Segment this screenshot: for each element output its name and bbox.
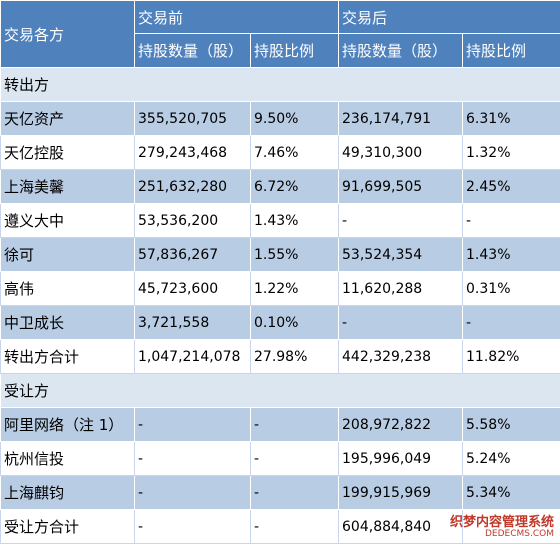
cell-before-ratio: 1.43% bbox=[249, 203, 340, 238]
cell-after-ratio: 5.34% bbox=[462, 475, 560, 510]
section-row: 受让方 bbox=[0, 373, 560, 408]
cell-before-shares: 45,723,600 bbox=[134, 271, 251, 306]
section-title: 受让方 bbox=[0, 373, 560, 408]
cell-after-ratio: 11.82% bbox=[462, 339, 560, 374]
table-row: 天亿控股 279,243,468 7.46% 49,310,300 1.32% bbox=[0, 135, 560, 170]
table-row: 天亿资产 355,520,705 9.50% 236,174,791 6.31% bbox=[0, 101, 560, 136]
cell-name: 转出方合计 bbox=[0, 339, 135, 374]
cell-before-shares: 279,243,468 bbox=[134, 135, 251, 170]
cell-after-shares: 195,996,049 bbox=[338, 441, 464, 476]
cell-before-ratio: - bbox=[249, 407, 340, 442]
table-row: 受让方合计 - -604,884,840 bbox=[0, 509, 560, 544]
cell-before-ratio: 1.22% bbox=[249, 271, 340, 306]
watermark-logo: 织梦内容管理系统 DEDECMS.COM bbox=[449, 514, 554, 540]
table-row: 杭州信投 - -195,996,049 5.24% bbox=[0, 441, 560, 476]
cell-after-shares: 91,699,505 bbox=[338, 169, 464, 204]
after-trade-header: 交易后 bbox=[338, 0, 560, 34]
table-row: 转出方合计 1,047,214,078 27.98% 442,329,238 11.82… bbox=[0, 339, 560, 374]
cell-after-shares: 208,972,822 bbox=[338, 407, 464, 442]
cell-after-ratio: 1.43% bbox=[462, 237, 560, 272]
cell-after-ratio: 2.45% bbox=[462, 169, 560, 204]
cell-before-ratio: 9.50% bbox=[249, 101, 340, 136]
table-row: 阿里网络（注 1） - -208,972,822 5.58% bbox=[0, 407, 560, 442]
cell-after-shares: - bbox=[338, 305, 464, 340]
after-shares-header: 持股数量（股） bbox=[338, 33, 464, 68]
cell-before-shares: 53,536,200 bbox=[134, 203, 251, 238]
cell-after-ratio: - bbox=[462, 203, 560, 238]
cell-before-ratio: 1.55% bbox=[249, 237, 340, 272]
table-row: 中卫成长 3,721,558 0.10% - - bbox=[0, 305, 560, 340]
cell-after-ratio: 5.24% bbox=[462, 441, 560, 476]
cell-after-shares: 11,620,288 bbox=[338, 271, 464, 306]
cell-after-ratio: 1.32% bbox=[462, 135, 560, 170]
cell-name: 受让方合计 bbox=[0, 509, 135, 544]
cell-before-ratio: 27.98% bbox=[249, 339, 340, 374]
cell-name: 阿里网络（注 1） bbox=[0, 407, 135, 442]
cell-before-ratio: - bbox=[249, 509, 340, 544]
after-ratio-header: 持股比例 bbox=[462, 33, 560, 68]
cell-name: 上海美馨 bbox=[0, 169, 135, 204]
cell-name: 天亿控股 bbox=[0, 135, 135, 170]
cell-before-ratio: - bbox=[249, 441, 340, 476]
cell-after-shares: 236,174,791 bbox=[338, 101, 464, 136]
cell-after-shares: 442,329,238 bbox=[338, 339, 464, 374]
cell-before-shares: - bbox=[134, 441, 251, 476]
cell-before-shares: 355,520,705 bbox=[134, 101, 251, 136]
table-row: 上海麒钧 - -199,915,969 5.34% bbox=[0, 475, 560, 510]
table-row: 上海美馨 251,632,280 6.72% 91,699,505 2.45% bbox=[0, 169, 560, 204]
cell-after-ratio: 0.31% bbox=[462, 271, 560, 306]
cell-name: 高伟 bbox=[0, 271, 135, 306]
cell-name: 天亿资产 bbox=[0, 101, 135, 136]
cell-before-ratio: - bbox=[249, 475, 340, 510]
section-row: 转出方 bbox=[0, 67, 560, 102]
cell-before-ratio: 0.10% bbox=[249, 305, 340, 340]
before-ratio-header: 持股比例 bbox=[249, 33, 340, 68]
cell-after-ratio: 5.58% bbox=[462, 407, 560, 442]
before-trade-header: 交易前 bbox=[133, 0, 340, 34]
cell-before-shares: 1,047,214,078 bbox=[134, 339, 251, 374]
cell-after-ratio: - bbox=[462, 305, 560, 340]
cell-name: 徐可 bbox=[0, 237, 135, 272]
watermark-en: DEDECMS.COM bbox=[485, 529, 554, 540]
cell-after-shares: 199,915,969 bbox=[338, 475, 464, 510]
cell-after-shares: 604,884,840 bbox=[338, 509, 464, 544]
cell-before-shares: 251,632,280 bbox=[134, 169, 251, 204]
watermark-cn: 织梦内容管理系统 bbox=[449, 514, 554, 530]
cell-name: 上海麒钧 bbox=[0, 475, 135, 510]
cell-after-ratio: 6.31% bbox=[462, 101, 560, 136]
cell-before-shares: - bbox=[134, 509, 251, 544]
cell-after-shares: 53,524,354 bbox=[338, 237, 464, 272]
cell-name: 杭州信投 bbox=[0, 441, 135, 476]
cell-after-shares: - bbox=[338, 203, 464, 238]
party-column-header: 交易各方 bbox=[0, 0, 135, 68]
cell-after-ratio bbox=[462, 509, 560, 544]
cell-before-shares: 3,721,558 bbox=[134, 305, 251, 340]
table-row: 徐可 57,836,267 1.55% 53,524,354 1.43% bbox=[0, 237, 560, 272]
cell-before-ratio: 6.72% bbox=[249, 169, 340, 204]
cell-name: 中卫成长 bbox=[0, 305, 135, 340]
cell-after-shares: 49,310,300 bbox=[338, 135, 464, 170]
section-title: 转出方 bbox=[0, 67, 560, 102]
table-row: 高伟 45,723,600 1.22% 11,620,288 0.31% bbox=[0, 271, 560, 306]
before-shares-header: 持股数量（股） bbox=[134, 33, 251, 68]
cell-before-shares: 57,836,267 bbox=[134, 237, 251, 272]
table-row: 遵义大中 53,536,200 1.43% - - bbox=[0, 203, 560, 238]
cell-before-ratio: 7.46% bbox=[249, 135, 340, 170]
cell-before-shares: - bbox=[134, 475, 251, 510]
cell-name: 遵义大中 bbox=[0, 203, 135, 238]
cell-before-shares: - bbox=[134, 407, 251, 442]
